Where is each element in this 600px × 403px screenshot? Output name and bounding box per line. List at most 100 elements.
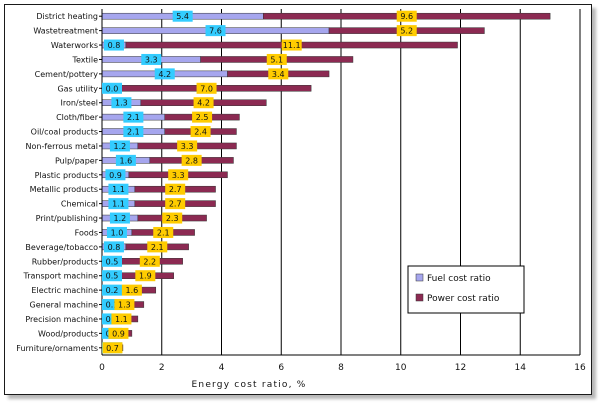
data-label-fuel-bg — [102, 255, 122, 267]
data-label-power-bg — [153, 226, 174, 238]
data-label-fuel-bg — [205, 25, 226, 37]
category-label: Plastic products — [35, 171, 98, 180]
category-label: Electric machine — [31, 286, 98, 295]
category-label: Furniture/ornaments — [16, 344, 98, 353]
x-tick-label: 0 — [99, 363, 105, 373]
category-label: Foods — [75, 228, 98, 237]
x-tick-label: 8 — [338, 363, 344, 373]
category-label: Oil/coal products — [31, 128, 98, 137]
data-label-fuel-bg — [115, 154, 136, 166]
data-label-fuel: 0.8 — [108, 243, 121, 252]
category-label: Print/publishing — [36, 214, 98, 223]
data-label-fuel: 0.0 — [106, 84, 119, 93]
category-label: Chemical — [61, 200, 98, 209]
category-label: Metallic products — [30, 185, 98, 194]
data-label-fuel-bg — [172, 10, 193, 22]
data-label-power-bg — [268, 68, 289, 80]
data-label-power-bg — [108, 327, 129, 339]
data-label-power: 2.1 — [151, 243, 164, 252]
data-label-fuel-bg — [102, 299, 122, 311]
data-label-power-bg — [396, 25, 417, 37]
data-label-power: 5.2 — [400, 27, 413, 36]
data-label-power: 1.9 — [139, 272, 152, 281]
category-label: Beverage/tobacco — [25, 243, 98, 252]
x-tick-label: 6 — [278, 363, 284, 373]
data-label-fuel-bg — [102, 270, 122, 282]
data-label-power: 1.3 — [118, 301, 131, 310]
x-tick-label: 2 — [159, 363, 165, 373]
x-tick-label: 10 — [395, 363, 407, 373]
axes: 0 2 4 6 8 10 12 14 16 District heating Wastetreatm… — [16, 9, 586, 373]
data-label-fuel-bg — [103, 241, 124, 253]
data-label-power-bg — [266, 53, 287, 65]
category-label: Pulp/paper — [55, 156, 99, 165]
data-label-power: 3.3 — [172, 171, 185, 180]
category-label: Waterworks — [51, 41, 98, 50]
x-tick-label: 14 — [515, 363, 527, 373]
data-label-fuel: 7.6 — [209, 27, 222, 36]
data-label-power-bg — [281, 39, 302, 51]
category-label: Iron/steel — [60, 99, 98, 108]
data-label-fuel-bg — [109, 140, 130, 152]
data-label-power-bg — [111, 313, 132, 325]
data-label-power: 0.7 — [106, 344, 119, 353]
category-label: Cement/pottery — [35, 70, 99, 79]
data-label-fuel-bg — [108, 183, 129, 195]
data-label-fuel-bg — [141, 53, 162, 65]
data-label-fuel-bg — [109, 212, 130, 224]
data-label-fuel: 1.2 — [114, 142, 127, 151]
chart-frame: 0 2 4 6 8 10 12 14 16 District heating Wastetreatm… — [4, 4, 592, 395]
data-label-fuel-bg — [154, 68, 175, 80]
data-label-power-bg — [190, 126, 211, 138]
category-label: Precision machine — [25, 315, 98, 324]
data-label-fuel: 1.6 — [120, 156, 133, 165]
data-label-power: 2.7 — [169, 185, 182, 194]
category-label: Wood/products — [38, 329, 98, 338]
data-label-power-bg — [165, 183, 186, 195]
data-label-power: 1.6 — [126, 286, 139, 295]
data-label-power: 2.8 — [185, 156, 198, 165]
data-label-power: 9.6 — [400, 12, 413, 21]
data-label-power-bg — [114, 299, 135, 311]
data-label-fuel: 1.1 — [112, 185, 125, 194]
data-label-power-bg — [396, 10, 417, 22]
data-label-power-bg — [139, 255, 160, 267]
data-label-fuel: 0.5 — [106, 257, 119, 266]
data-label-power-bg — [162, 212, 183, 224]
category-label: Non-ferrous metal — [26, 142, 99, 151]
data-label-fuel-bg — [103, 39, 124, 51]
data-label-fuel: 1.2 — [114, 214, 127, 223]
legend-swatch — [415, 273, 424, 282]
data-label-fuel-bg — [108, 198, 129, 210]
x-tick-label: 12 — [455, 363, 466, 373]
x-tick-label: 4 — [219, 363, 225, 373]
data-label-power: 3.3 — [181, 142, 194, 151]
data-label-power-bg — [181, 154, 202, 166]
data-label-fuel: 1.3 — [115, 99, 128, 108]
data-label-fuel: 0.2 — [106, 286, 119, 295]
legend-label: Fuel cost ratio — [427, 274, 491, 284]
legend-box — [407, 265, 525, 314]
data-label-power-bg — [168, 169, 189, 181]
category-label: Textile — [71, 55, 98, 64]
category-label: Transport machine — [23, 272, 99, 281]
category-label: General machine — [30, 301, 99, 310]
x-tick-label: 16 — [574, 363, 586, 373]
data-label-power-bg — [196, 82, 217, 94]
data-label-power: 0.9 — [112, 329, 125, 338]
data-label-power: 4.2 — [197, 99, 210, 108]
data-label-power: 7.0 — [200, 84, 213, 93]
data-label-fuel: 0.8 — [108, 41, 121, 50]
data-label-power: 2.7 — [169, 200, 182, 209]
category-label: Wastetreatment — [33, 27, 98, 36]
x-axis-title: Energy cost ratio, % — [192, 380, 307, 390]
stacked-bar-chart: 0 2 4 6 8 10 12 14 16 District heating Wastetreatm… — [16, 9, 586, 390]
category-label: Rubber/products — [32, 257, 98, 266]
data-label-power: 2.5 — [196, 113, 209, 122]
legend-swatch — [415, 293, 424, 302]
data-label-fuel: 0.9 — [109, 171, 122, 180]
data-label-fuel: 3.3 — [145, 55, 158, 64]
data-label-fuel: 1.1 — [112, 200, 125, 209]
data-label-fuel: 0.5 — [106, 272, 119, 281]
data-label-fuel-bg — [111, 97, 132, 109]
